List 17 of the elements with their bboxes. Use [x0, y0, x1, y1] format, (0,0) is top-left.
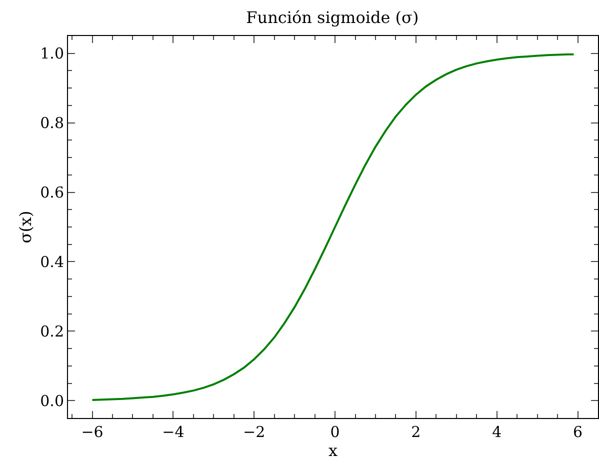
x-tick-label: −4 — [162, 423, 184, 441]
x-tick-label: −2 — [243, 423, 266, 441]
x-tick-label: 6 — [572, 423, 583, 441]
x-tick-label: 2 — [411, 423, 421, 441]
x-tick-label: 0 — [330, 423, 340, 441]
y-tick-label: 0.6 — [40, 184, 64, 202]
x-tick-label: 4 — [492, 423, 502, 441]
y-tick-label: 0.8 — [40, 114, 64, 132]
y-tick-label: 1.0 — [40, 44, 64, 63]
y-tick-label: 0.4 — [40, 252, 64, 271]
line-series — [91, 53, 575, 401]
y-tick-label: 0.0 — [40, 392, 64, 410]
y-tick-label: 0.2 — [40, 322, 64, 340]
x-axis-title: x — [328, 441, 338, 460]
y-axis-title: σ(x) — [16, 210, 36, 244]
x-tick-label: −6 — [81, 423, 104, 441]
chart-title: Función sigmoide (σ) — [246, 8, 419, 27]
